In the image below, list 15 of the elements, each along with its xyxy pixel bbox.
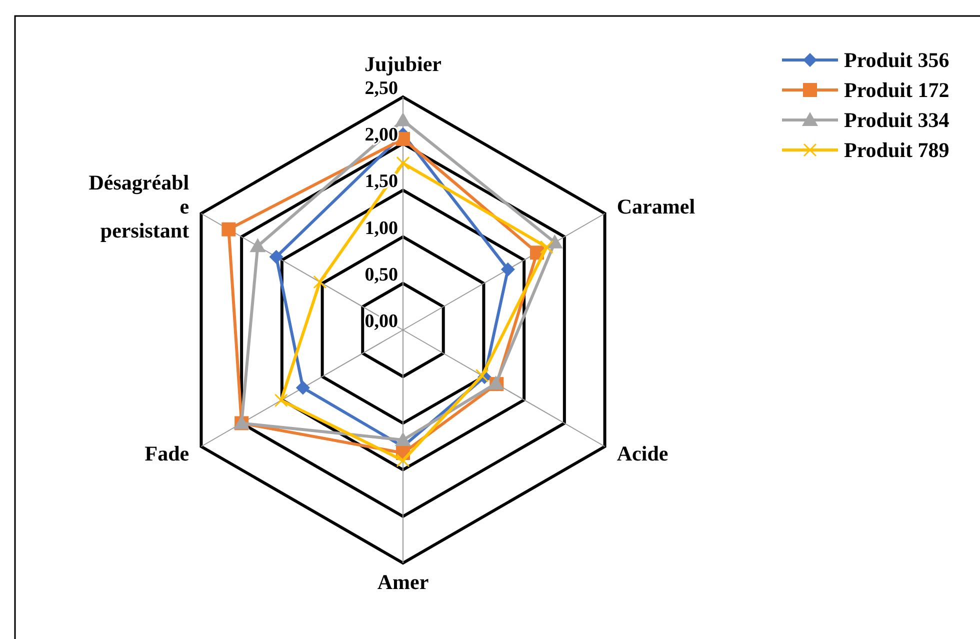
y-tick-label: 0,00 <box>364 311 398 332</box>
legend-label: Produit 356 <box>844 48 950 72</box>
spoke-label: Désagréable persistant <box>88 170 190 243</box>
legend-label: Produit 172 <box>844 78 950 102</box>
y-tick-label: 0,50 <box>364 264 398 286</box>
spoke-label: Amer <box>377 570 429 594</box>
spoke-label: Caramel <box>616 194 696 219</box>
spoke-label: Jujubier <box>364 52 442 76</box>
y-tick-label: 2,00 <box>364 124 398 146</box>
spoke-label: Acide <box>616 441 668 466</box>
legend-label: Produit 789 <box>844 138 950 162</box>
y-tick-label: 1,00 <box>364 218 398 239</box>
spoke-label: Fade <box>144 441 190 466</box>
y-tick-label: 2,50 <box>364 78 398 99</box>
legend-label: Produit 334 <box>844 108 950 132</box>
